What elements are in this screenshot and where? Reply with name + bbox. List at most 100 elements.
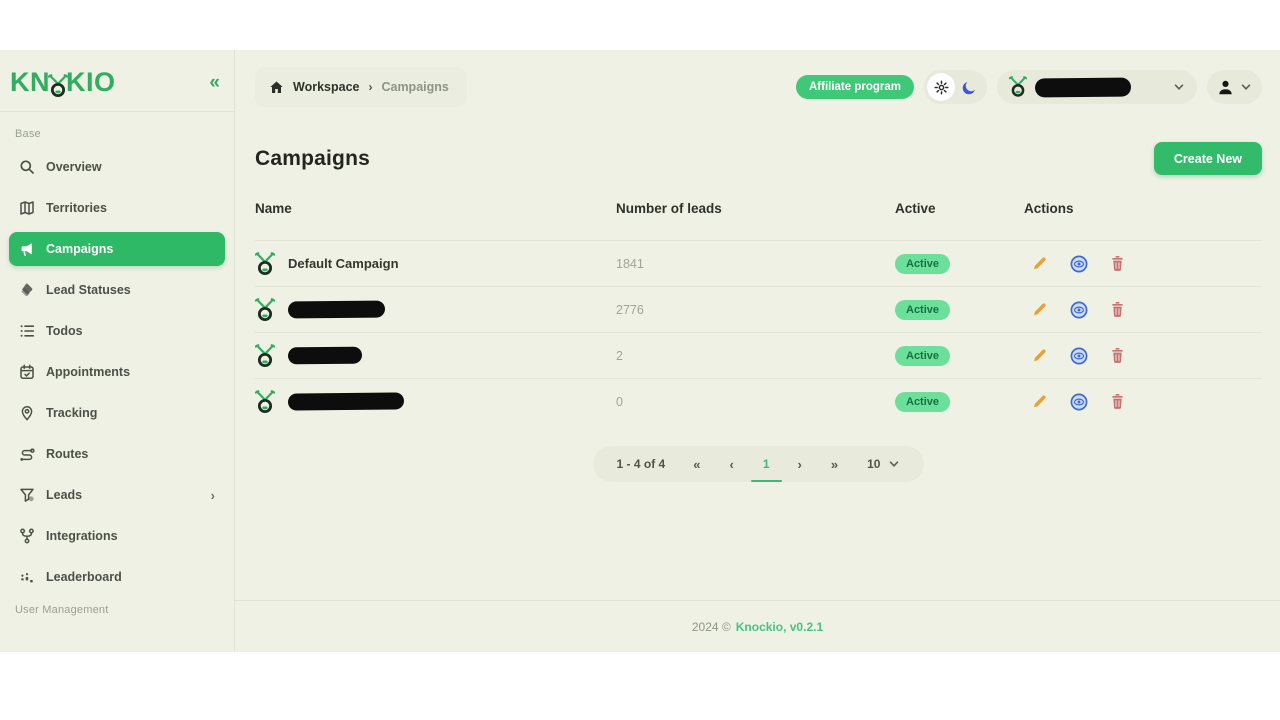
page-size-select[interactable]: 10 [853,446,900,482]
sidebar-item-icon [19,405,35,421]
edit-pencil-icon[interactable] [1031,301,1048,318]
row-actions [1024,301,1262,319]
sidebar-item-label: Lead Statuses [46,283,131,297]
nav-section-base: Base [15,128,41,140]
sidebar-item-icon [19,323,35,339]
nav-items: Overview Territories Campaigns Lead Stat… [9,150,225,594]
sidebar-collapse-icon[interactable]: « [209,72,220,93]
campaign-knocker-icon [255,251,275,276]
table-row: 2776 Active [255,286,1262,332]
logo-text-left: KN [10,67,50,97]
app-window: KN KIO « Base Overview Territories [0,50,1280,652]
sidebar-item[interactable]: Lead Statuses [9,273,225,307]
pagination-summary: 1 - 4 of 4 [616,457,666,471]
sidebar-item-icon [19,528,35,544]
col-active: Active [895,201,936,216]
sidebar-item-icon [19,282,35,298]
footer: 2024 © Knockio, v0.2.1 [235,600,1280,652]
pagination: 1 - 4 of 4 « ‹ 1 › » 10 [592,446,925,482]
campaign-name-cell[interactable] [255,297,616,322]
sidebar-item[interactable]: Routes [9,437,225,471]
sidebar-item-icon [19,569,35,585]
table-row: 0 Active [255,378,1262,424]
account-menu[interactable] [1207,70,1262,104]
breadcrumb: Workspace › Campaigns [255,67,467,107]
delete-trash-icon[interactable] [1110,301,1125,318]
campaign-name-cell[interactable] [255,343,616,368]
col-name: Name [255,201,292,216]
leads-count: 0 [616,394,623,409]
main-content: Workspace › Campaigns Affiliate program [235,50,1280,652]
edit-pencil-icon[interactable] [1031,393,1048,410]
breadcrumb-workspace[interactable]: Workspace [293,80,360,94]
sidebar-item-label: Todos [46,324,83,338]
next-page-button[interactable]: › [797,456,803,472]
view-eye-icon[interactable] [1070,255,1088,273]
title-row: Campaigns Create New [255,142,1262,175]
delete-trash-icon[interactable] [1110,255,1125,272]
last-page-button[interactable]: » [830,456,840,472]
delete-trash-icon[interactable] [1110,393,1125,410]
knocker-logo-icon-small [1009,76,1027,98]
page-size-value: 10 [867,457,881,471]
sidebar-item-label: Overview [46,160,102,174]
sidebar-item[interactable]: Integrations [9,519,225,553]
table-body: Default Campaign 1841 Active [255,240,1262,424]
table-header: Name Number of leads Active Actions [255,201,1262,240]
dark-mode-toggle[interactable] [961,79,978,96]
sidebar-item-icon [19,487,35,503]
edit-pencil-icon[interactable] [1031,347,1048,364]
sidebar-item[interactable]: Appointments [9,355,225,389]
edit-pencil-icon[interactable] [1031,255,1048,272]
first-page-button[interactable]: « [693,456,702,472]
sidebar-item-label: Campaigns [46,242,114,256]
view-eye-icon[interactable] [1070,347,1088,365]
current-page[interactable]: 1 [749,446,784,482]
view-eye-icon[interactable] [1070,301,1088,319]
table-row: 2 Active [255,332,1262,378]
sidebar-item[interactable]: Overview [9,150,225,184]
sidebar-item[interactable]: Campaigns [9,232,225,266]
status-badge: Active [895,391,951,412]
create-new-button[interactable]: Create New [1153,142,1262,175]
brand-logo[interactable]: KN KIO [10,67,116,98]
sidebar-item[interactable]: Tracking [9,396,225,430]
status-badge: Active [895,253,951,274]
workspace-name-redacted [1034,77,1132,97]
logo-row: KN KIO « [0,50,234,112]
topbar-right: Affiliate program [795,70,1262,104]
campaign-name-cell[interactable] [255,389,616,414]
affiliate-program-button[interactable]: Affiliate program [795,75,914,99]
chevron-right-icon: › [210,487,215,503]
sidebar-item[interactable]: Leads › [9,478,225,512]
chevron-down-icon [1173,81,1185,93]
footer-brand-version[interactable]: Knockio, v0.2.1 [735,619,824,634]
breadcrumb-current: Campaigns [381,80,449,94]
status-badge: Active [895,299,951,320]
sidebar-item-label: Territories [46,201,107,215]
moon-icon [961,79,978,96]
row-actions [1024,347,1262,365]
home-icon[interactable] [269,80,284,95]
row-actions [1024,393,1262,411]
workspace-selector[interactable] [997,70,1197,104]
sidebar-item[interactable]: Territories [9,191,225,225]
prev-page-button[interactable]: ‹ [729,456,735,472]
page-title: Campaigns [255,146,370,170]
campaign-name-redacted [287,300,386,319]
user-avatar-icon [1217,79,1234,96]
view-eye-icon[interactable] [1070,393,1088,411]
campaign-knocker-icon [255,297,275,322]
chevron-down-icon [888,458,900,470]
leads-count: 2 [616,348,623,363]
display-controls [924,70,987,104]
leads-count: 2776 [616,302,644,317]
sidebar-item[interactable]: Leaderboard [9,560,225,594]
settings-gear-button[interactable] [927,73,955,101]
delete-trash-icon[interactable] [1110,347,1125,364]
col-actions: Actions [1024,201,1074,216]
campaigns-table: Name Number of leads Active Actions Defa… [255,201,1262,424]
sidebar-item[interactable]: Todos [9,314,225,348]
campaign-name-cell[interactable]: Default Campaign [255,251,616,276]
leads-count: 1841 [616,256,644,271]
